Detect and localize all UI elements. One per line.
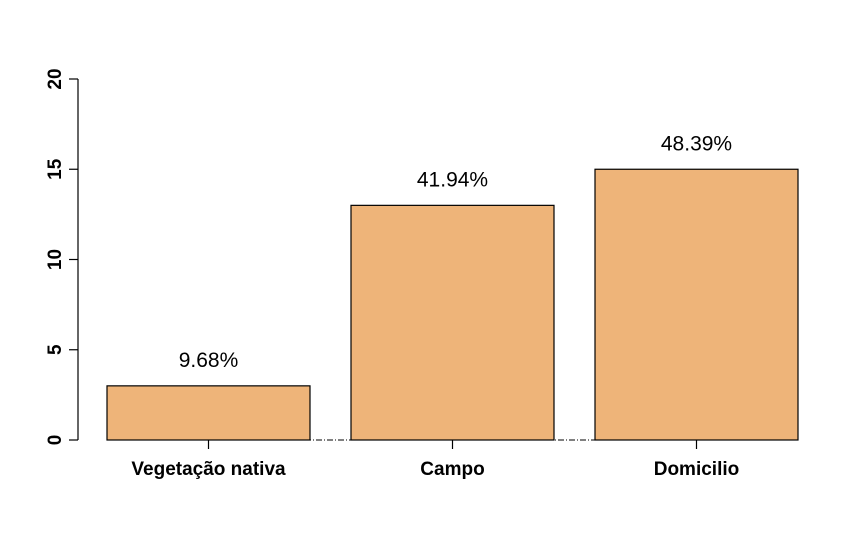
bars [106, 168, 799, 441]
x-category-label: Campo [420, 459, 484, 480]
bar-data-label: 9.68% [179, 349, 239, 372]
y-tick-label: 15 [45, 158, 66, 180]
bar-data-label: 48.39% [661, 132, 732, 155]
bar-data-label: 41.94% [417, 168, 488, 191]
y-tick-label: 20 [45, 68, 66, 89]
y-axis: 0 5 10 15 20 [45, 68, 79, 446]
data-labels: 9.68% 41.94% 48.39% [179, 132, 732, 372]
bar [594, 168, 799, 441]
y-tick-label: 5 [45, 344, 66, 355]
y-tick-label: 10 [45, 249, 66, 270]
y-tick-label: 0 [45, 435, 66, 446]
bar [350, 204, 555, 441]
x-category-label: Domicilio [654, 459, 740, 480]
x-axis: Vegetação nativa Campo Domicilio [131, 440, 739, 480]
x-category-label: Vegetação nativa [131, 459, 286, 480]
bar [106, 385, 311, 441]
